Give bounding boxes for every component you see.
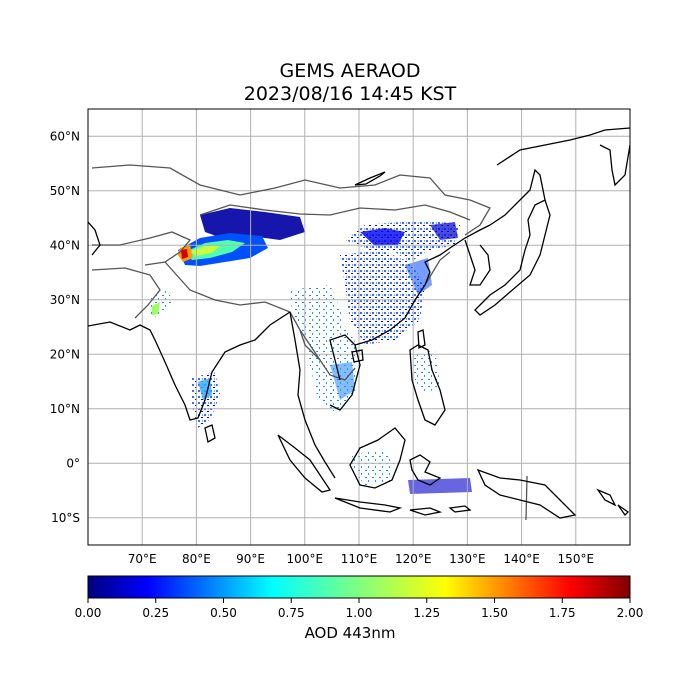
longitude-axis: 70°E 80°E 90°E 100°E 110°E 120°E 130°E 140°E 150… [128, 552, 594, 566]
lon-tick-label: 120°E [395, 552, 432, 566]
map-title: GEMS AERAOD [279, 60, 421, 82]
colorbar-tick-label: 1.00 [346, 606, 373, 620]
lon-tick-label: 110°E [341, 552, 378, 566]
colorbar [87, 575, 631, 599]
colorbar-tick-label: 0.75 [278, 606, 305, 620]
lon-tick-label: 90°E [236, 552, 265, 566]
lat-tick-label: 10°N [50, 402, 80, 416]
colorbar-tick-label: 2.00 [617, 606, 644, 620]
colorbar-label: AOD 443nm [304, 624, 396, 642]
lon-tick-label: 140°E [503, 552, 540, 566]
lon-tick-label: 100°E [287, 552, 324, 566]
map-gridlines [88, 109, 630, 545]
lon-tick-label: 130°E [449, 552, 486, 566]
colorbar-tick-label: 1.25 [413, 606, 440, 620]
lon-tick-label: 70°E [128, 552, 157, 566]
colorbar-tick-label: 0.50 [210, 606, 237, 620]
lat-tick-label: 0° [66, 456, 80, 470]
lat-tick-label: 20°N [50, 347, 80, 361]
map-timestamp: 2023/08/16 14:45 KST [243, 83, 457, 105]
lon-tick-label: 150°E [558, 552, 595, 566]
coastlines [88, 127, 630, 519]
colorbar-tick-label: 1.75 [549, 606, 576, 620]
lat-tick-label: 60°N [50, 129, 80, 143]
lon-tick-label: 80°E [182, 552, 211, 566]
latitude-axis: 60°N 50°N 40°N 30°N 20°N 10°N 0° 10°S [50, 129, 80, 525]
colorbar-tick-label: 0.00 [75, 606, 102, 620]
colorbar-tick-label: 1.50 [481, 606, 508, 620]
colorbar-ticks: 0.00 0.25 0.50 0.75 1.00 1.25 1.50 1.75 2.00 [75, 598, 644, 620]
lat-tick-label: 50°N [50, 184, 80, 198]
map-frame [87, 108, 631, 546]
colorbar-tick-label: 0.25 [142, 606, 169, 620]
lat-tick-label: 10°S [51, 511, 80, 525]
lat-tick-label: 30°N [50, 293, 80, 307]
lat-tick-label: 40°N [50, 238, 80, 252]
